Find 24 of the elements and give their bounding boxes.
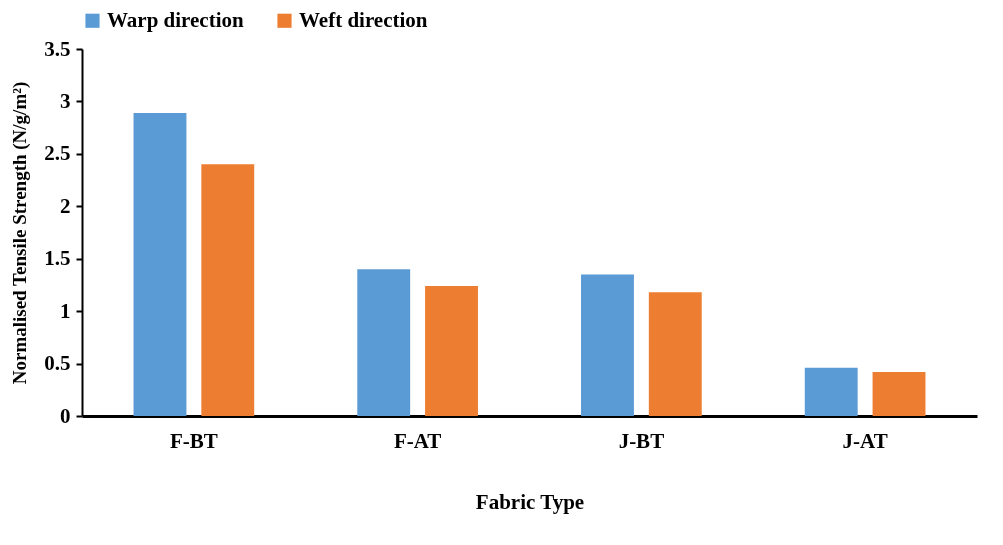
- bar: [804, 367, 858, 416]
- y-tick-label: 3: [60, 88, 71, 113]
- bar: [872, 371, 926, 416]
- legend-label: Weft direction: [299, 7, 428, 32]
- y-tick-label: 2: [60, 193, 71, 218]
- bar: [648, 292, 702, 416]
- legend-label: Warp direction: [107, 7, 245, 32]
- bar: [133, 112, 187, 416]
- x-tick-label: J-BT: [618, 428, 665, 453]
- y-tick-label: 1.5: [44, 246, 71, 271]
- bar: [357, 269, 411, 416]
- y-tick-label: 1: [60, 298, 71, 323]
- y-tick-label: 2.5: [44, 141, 71, 166]
- y-tick-label: 3.5: [44, 36, 71, 61]
- bar: [581, 274, 634, 416]
- x-tick-label: J-AT: [842, 428, 888, 453]
- bar: [201, 164, 255, 416]
- bar: [425, 285, 478, 416]
- x-axis-title: Fabric Type: [475, 489, 585, 514]
- x-tick-label: F-BT: [169, 428, 218, 453]
- y-axis-title: Normalised Tensile Strength (N/g/m²): [9, 81, 32, 385]
- y-tick-label: 0.5: [44, 351, 71, 376]
- x-tick-label: F-AT: [393, 428, 442, 453]
- y-tick-label: 0: [60, 403, 71, 428]
